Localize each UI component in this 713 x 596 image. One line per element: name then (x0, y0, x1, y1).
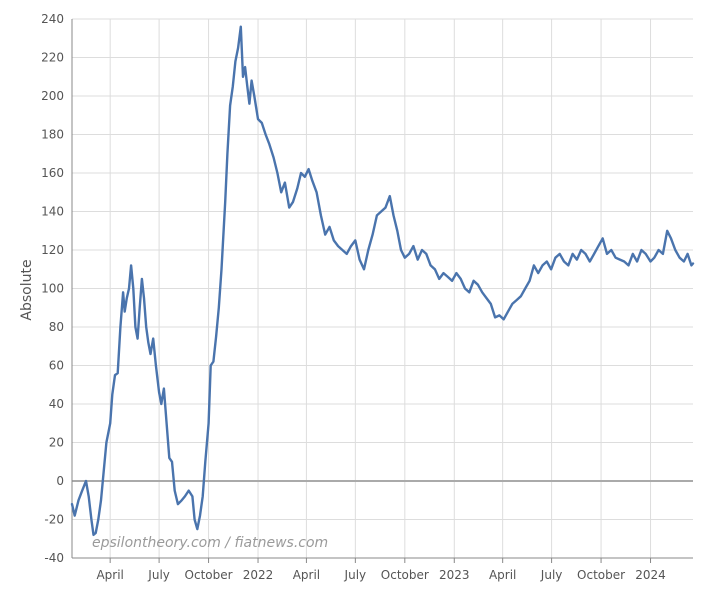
x-tick-label: 2024 (635, 568, 666, 582)
x-tick-label: October (577, 568, 625, 582)
x-tick-label: 2022 (243, 568, 274, 582)
tick-labels: -40 -20 0 20 40 60 80 100 120 140 160 180 200 220 240 A… (41, 12, 666, 582)
axes (71, 19, 693, 563)
y-tick-label: -40 (44, 551, 64, 565)
x-tick-label: April (489, 568, 516, 582)
gridlines (72, 18, 693, 559)
x-tick-label: 2023 (439, 568, 470, 582)
y-tick-label: 240 (41, 12, 64, 26)
y-tick-label: 40 (49, 397, 64, 411)
y-tick-label: 140 (41, 205, 64, 219)
x-tick-label: July (540, 568, 563, 582)
y-tick-label: 60 (49, 359, 64, 373)
x-tick-label: April (96, 568, 123, 582)
x-tick-label: July (147, 568, 170, 582)
x-tick-label: October (381, 568, 429, 582)
y-tick-label: 80 (49, 320, 64, 334)
y-tick-label: 20 (49, 436, 64, 450)
x-tick-label: April (293, 568, 320, 582)
y-tick-label: 160 (41, 166, 64, 180)
y-tick-label: -20 (44, 513, 64, 527)
series-line (70, 25, 695, 537)
y-tick-label: 220 (41, 51, 64, 65)
y-tick-label: 200 (41, 89, 64, 103)
y-tick-label: 0 (56, 474, 64, 488)
y-axis-title: Absolute (19, 259, 35, 320)
x-tick-label: July (344, 568, 367, 582)
watermark: epsilontheory.com / fiatnews.com (92, 535, 328, 551)
y-tick-label: 120 (41, 243, 64, 257)
y-tick-label: 180 (41, 128, 64, 142)
y-tick-label: 100 (41, 282, 64, 296)
x-tick-label: October (185, 568, 233, 582)
series (70, 25, 695, 537)
